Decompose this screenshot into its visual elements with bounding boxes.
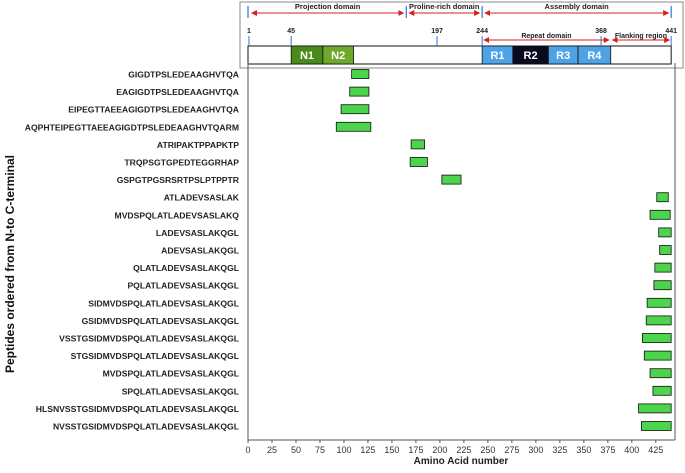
domain-box-label: R1: [490, 50, 504, 62]
peptide-bar: [652, 385, 672, 396]
domain-label: Projection domain: [295, 2, 361, 11]
boundary-label: 244: [476, 28, 488, 35]
x-tick-label: 250: [480, 445, 495, 455]
peptide-bar: [349, 86, 370, 97]
sub-domain-label: Repeat domain: [521, 33, 571, 40]
x-tick-label: 200: [432, 445, 447, 455]
peptide-label: EAGIGDTPSLEDEAAGHVTQA: [116, 87, 239, 97]
x-tick-label: 425: [648, 445, 663, 455]
peptide-label: GSPGTPGSRSRTPSLPTPPTR: [117, 175, 240, 185]
peptide-bar: [441, 174, 462, 185]
domain-box-label: R3: [556, 50, 570, 62]
domain-label: Assembly domain: [545, 2, 610, 11]
peptide-label: ADEVSASLAKQGL: [161, 246, 239, 256]
peptide-label: SPQLATLADEVSASLAKQGL: [122, 386, 239, 396]
peptide-label: GSIDMVDSPQLATLADEVSASLAKQGL: [82, 316, 239, 326]
peptide-label: MVDSPQLATLADEVSASLAKQGL: [103, 369, 239, 379]
peptide-label: SIDMVDSPQLATLADEVSASLAKQGL: [88, 298, 239, 308]
domain-box: [322, 45, 354, 65]
peptide-bar: [658, 227, 672, 238]
boundary-label: 368: [595, 28, 607, 35]
peptide-bar: [645, 315, 672, 326]
x-axis: 0 25 50 75 100 125 150 175 200 225 250 275 300 325 350…: [245, 439, 675, 455]
peptide-label: LADEVSASLAKQGL: [156, 228, 239, 238]
peptide-bar: [641, 333, 672, 343]
peptide-label: GIGDTPSLEDEAAGHVTQA: [128, 70, 239, 80]
domain-box-label: N1: [300, 50, 314, 62]
x-tick-label: 125: [360, 445, 375, 455]
x-tick-label: 175: [408, 445, 423, 455]
x-tick-label: 50: [291, 445, 301, 455]
x-tick-label: 300: [528, 445, 543, 455]
peptide-bar: [340, 104, 370, 115]
peptide-label: EIPEGTTAEEAGIGDTPSLEDEAAGHVTQA: [68, 105, 239, 115]
peptide-bar: [646, 297, 672, 308]
domain-map: N1 N2 R1 R2 R3 R4 1 45 197 244 368 441 Projection do…: [239, 1, 684, 69]
peptide-label: QLATLADEVSASLAKQGL: [133, 263, 239, 273]
boundary-label: 197: [431, 28, 443, 35]
x-tick-label: 325: [552, 445, 567, 455]
peptide-label: STGSIDMVDSPQLATLADEVSASLAKQGL: [71, 351, 239, 361]
peptide-bar: [649, 368, 672, 379]
peptide-labels: GIGDTPSLEDEAAGHVTQA EAGIGDTPSLEDEAAGHVTQA…: [25, 70, 240, 432]
domain-box-label: R4: [587, 50, 602, 62]
peptide-bar: [641, 421, 672, 431]
x-tick-label: 275: [504, 445, 519, 455]
peptide-label: VSSTGSIDMVDSPQLATLADEVSASLAKQGL: [59, 334, 239, 344]
domain-box-label: R2: [524, 50, 538, 62]
x-tick-label: 350: [576, 445, 591, 455]
x-tick-label: 25: [267, 445, 277, 455]
peptide-label: AQPHTEIPEGTTAEEAGIGDTPSLEDEAAGHVTQARM: [25, 122, 239, 132]
y-axis-label: Peptides ordered from N-to C-terminal: [3, 155, 17, 373]
peptide-label: PQLATLADEVSASLAKQGL: [127, 281, 239, 291]
peptide-bar: [656, 192, 669, 203]
x-axis-label: Amino Acid number: [414, 456, 509, 467]
x-tick-label: 0: [245, 445, 250, 455]
peptide-label: ATLADEVSASLAK: [164, 193, 240, 203]
peptide-bar: [335, 121, 372, 132]
x-tick-label: 375: [600, 445, 615, 455]
sub-domain-label: Flanking region: [615, 33, 667, 40]
peptide-label: NVSSTGSIDMVDSPQLATLADEVSASLAKQGL: [53, 422, 239, 432]
boundary-label: 45: [287, 28, 295, 35]
peptide-bar: [654, 262, 672, 273]
x-tick-label: 100: [336, 445, 351, 455]
peptide-bar: [409, 157, 428, 167]
peptide-bar: [410, 139, 425, 150]
x-tick-label: 75: [315, 445, 325, 455]
peptide-label: HLSNVSSTGSIDMVDSPQLATLADEVSASLAKQGL: [36, 404, 239, 414]
x-tick-label: 150: [384, 445, 399, 455]
boundary-label: 441: [665, 28, 677, 35]
plot-area: [247, 63, 676, 440]
boundary-label: 1: [247, 28, 251, 35]
peptide-label: MVDSPQLATLADEVSASLAKQ: [115, 210, 240, 220]
peptide-label: ATRIPAKTPPAPKTP: [157, 140, 239, 150]
x-tick-label: 225: [456, 445, 471, 455]
domain-box-label: N2: [331, 50, 345, 62]
peptide-label: TRQPSGTGPEDTEGGRHAP: [124, 158, 239, 168]
peptide-bar: [351, 69, 370, 79]
peptide-bar: [638, 403, 672, 414]
peptide-bar: [653, 280, 672, 291]
domain-label: Proline-rich domain: [409, 2, 480, 11]
peptide-bar: [643, 350, 672, 361]
peptide-bar: [659, 245, 672, 255]
domain-box: [577, 45, 612, 65]
x-tick-label: 400: [624, 445, 639, 455]
peptide-bar: [649, 209, 671, 220]
